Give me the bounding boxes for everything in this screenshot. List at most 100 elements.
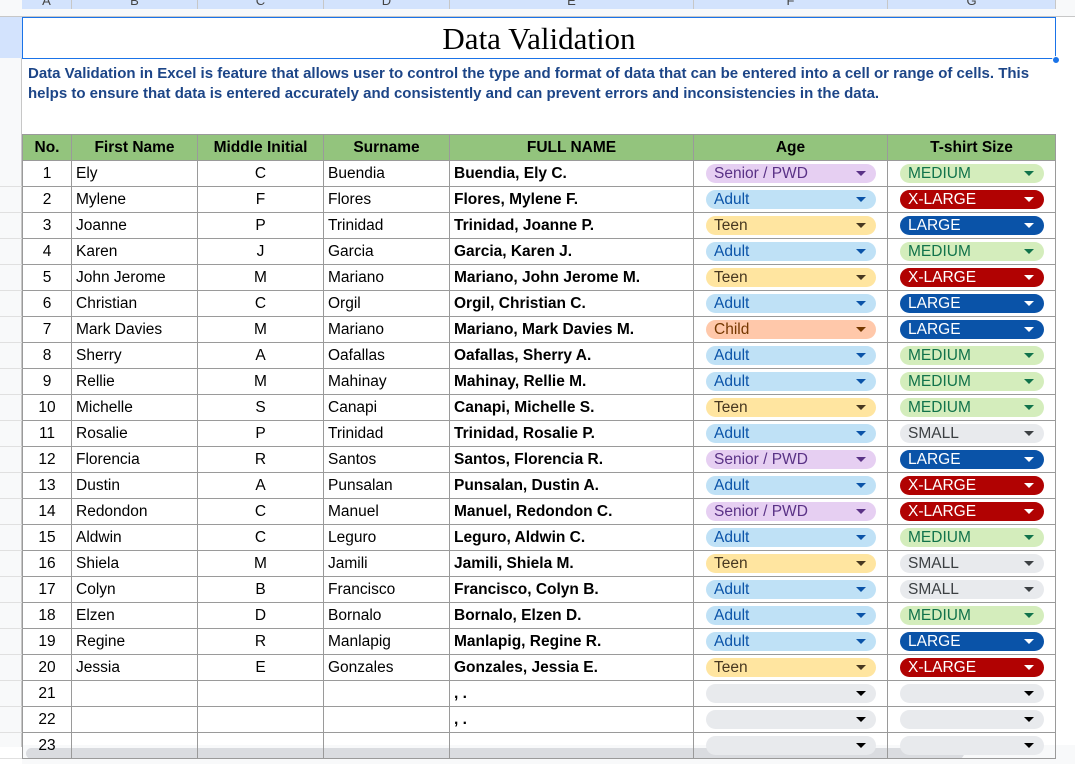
size-dropdown[interactable]: MEDIUM [900,372,1044,391]
dropdown-arrow[interactable] [1024,353,1034,358]
age-dropdown[interactable]: Senior / PWD [706,164,876,183]
dropdown-arrow[interactable] [1024,275,1034,280]
dropdown-arrow[interactable] [1024,535,1034,540]
age-dropdown[interactable]: Adult [706,190,876,209]
size-dropdown[interactable]: MEDIUM [900,398,1044,417]
dropdown-arrow[interactable] [1024,691,1034,696]
size-dropdown[interactable]: X-LARGE [900,658,1044,677]
column-letter[interactable]: D [324,0,450,9]
age-dropdown[interactable]: Adult [706,580,876,599]
age-dropdown[interactable]: Teen [706,398,876,417]
dropdown-arrow[interactable] [856,249,866,254]
age-dropdown[interactable] [706,684,876,703]
age-dropdown[interactable]: Adult [706,476,876,495]
size-dropdown[interactable]: X-LARGE [900,502,1044,521]
age-dropdown[interactable]: Adult [706,372,876,391]
column-letter[interactable]: G [888,0,1056,9]
fill-handle[interactable] [1052,56,1060,64]
dropdown-arrow[interactable] [856,535,866,540]
age-dropdown[interactable]: Child [706,320,876,339]
dropdown-arrow[interactable] [856,561,866,566]
age-dropdown[interactable] [706,736,876,755]
age-dropdown[interactable]: Adult [706,242,876,261]
dropdown-arrow[interactable] [856,483,866,488]
dropdown-arrow[interactable] [1024,301,1034,306]
dropdown-arrow[interactable] [1024,379,1034,384]
dropdown-arrow[interactable] [1024,509,1034,514]
dropdown-arrow[interactable] [856,275,866,280]
age-dropdown[interactable]: Adult [706,424,876,443]
dropdown-arrow[interactable] [856,171,866,176]
age-dropdown[interactable]: Senior / PWD [706,450,876,469]
size-dropdown[interactable]: X-LARGE [900,190,1044,209]
age-dropdown[interactable]: Teen [706,216,876,235]
column-letter[interactable]: F [694,0,888,9]
size-dropdown[interactable] [900,710,1044,729]
age-dropdown[interactable]: Teen [706,268,876,287]
size-dropdown[interactable]: LARGE [900,216,1044,235]
dropdown-arrow[interactable] [856,301,866,306]
size-dropdown[interactable] [900,684,1044,703]
dropdown-arrow[interactable] [856,353,866,358]
scrollbar-thumb[interactable] [26,748,964,759]
age-dropdown[interactable]: Teen [706,658,876,677]
dropdown-arrow[interactable] [856,509,866,514]
dropdown-arrow[interactable] [856,197,866,202]
size-dropdown[interactable]: X-LARGE [900,476,1044,495]
size-dropdown[interactable]: X-LARGE [900,268,1044,287]
size-dropdown[interactable]: LARGE [900,294,1044,313]
size-dropdown[interactable]: SMALL [900,424,1044,443]
age-dropdown[interactable] [706,710,876,729]
dropdown-arrow[interactable] [1024,665,1034,670]
dropdown-arrow[interactable] [1024,587,1034,592]
dropdown-arrow[interactable] [1024,223,1034,228]
dropdown-arrow[interactable] [1024,743,1034,748]
size-dropdown[interactable]: LARGE [900,320,1044,339]
size-dropdown[interactable]: MEDIUM [900,164,1044,183]
dropdown-arrow[interactable] [1024,613,1034,618]
dropdown-arrow[interactable] [856,613,866,618]
dropdown-arrow[interactable] [856,431,866,436]
dropdown-arrow[interactable] [1024,171,1034,176]
dropdown-arrow[interactable] [856,717,866,722]
dropdown-arrow[interactable] [856,405,866,410]
dropdown-arrow[interactable] [1024,639,1034,644]
size-dropdown[interactable] [900,736,1044,755]
age-dropdown[interactable]: Adult [706,606,876,625]
dropdown-arrow[interactable] [856,379,866,384]
size-dropdown[interactable]: MEDIUM [900,528,1044,547]
dropdown-arrow[interactable] [856,639,866,644]
dropdown-arrow[interactable] [1024,483,1034,488]
dropdown-arrow[interactable] [856,665,866,670]
age-dropdown[interactable]: Teen [706,554,876,573]
dropdown-arrow[interactable] [1024,405,1034,410]
dropdown-arrow[interactable] [856,587,866,592]
dropdown-arrow[interactable] [856,457,866,462]
dropdown-arrow[interactable] [1024,457,1034,462]
size-dropdown[interactable]: SMALL [900,554,1044,573]
dropdown-arrow[interactable] [1024,561,1034,566]
size-dropdown[interactable]: SMALL [900,580,1044,599]
age-dropdown[interactable]: Adult [706,346,876,365]
size-dropdown[interactable]: LARGE [900,450,1044,469]
column-letter[interactable]: A [22,0,72,9]
dropdown-arrow[interactable] [856,327,866,332]
size-dropdown[interactable]: MEDIUM [900,242,1044,261]
title[interactable]: Data Validation [22,17,1056,59]
dropdown-arrow[interactable] [856,743,866,748]
dropdown-arrow[interactable] [1024,327,1034,332]
age-dropdown[interactable]: Adult [706,294,876,313]
dropdown-arrow[interactable] [1024,197,1034,202]
age-dropdown[interactable]: Senior / PWD [706,502,876,521]
size-dropdown[interactable]: MEDIUM [900,346,1044,365]
age-dropdown[interactable]: Adult [706,632,876,651]
column-letter[interactable]: B [72,0,198,9]
dropdown-arrow[interactable] [1024,249,1034,254]
column-letter[interactable]: E [450,0,694,9]
dropdown-arrow[interactable] [856,223,866,228]
dropdown-arrow[interactable] [1024,717,1034,722]
size-dropdown[interactable]: MEDIUM [900,606,1044,625]
column-letter[interactable]: C [198,0,324,9]
dropdown-arrow[interactable] [1024,431,1034,436]
age-dropdown[interactable]: Adult [706,528,876,547]
